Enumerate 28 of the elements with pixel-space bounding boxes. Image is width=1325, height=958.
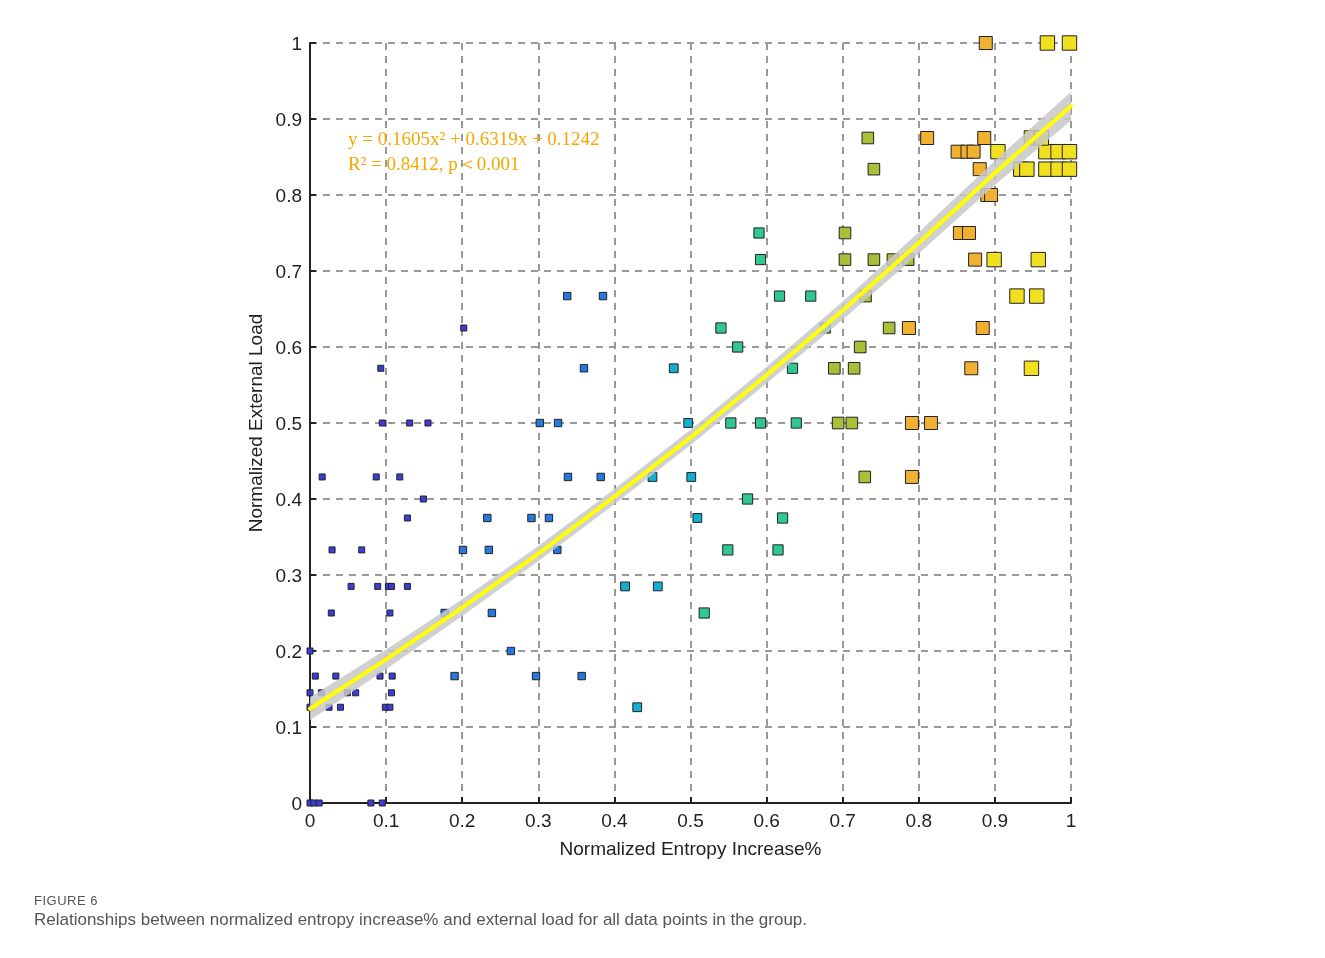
y-tick-label: 0.5 [275,412,302,434]
annotation: R² = 0.8412, p＜0.001 [348,153,520,174]
x-tick-label: 0.5 [677,810,704,831]
y-tick-label: 0.4 [275,488,303,510]
x-tick-label: 0.8 [905,810,933,831]
y-tick-label: 0 [291,792,302,814]
y-tick-label: 0.6 [275,336,302,358]
text: Relationships between normalized entropy increase% and external load for all data points in the group. [34,910,809,930]
y-tick-label: 0.2 [275,640,302,662]
x-tick-label: 0 [304,810,316,831]
y-axis-title: Normalized External Load [244,313,266,533]
y-tick-label: 0.7 [275,260,302,282]
y-tick-label: 1 [291,32,302,54]
x-tick-label: 0.9 [981,810,1009,831]
x-tick-label: 0.4 [601,810,629,831]
y-tick-label: 0.9 [275,108,302,130]
y-tick-label: 0.1 [275,716,302,738]
x-tick-label: 0.2 [448,810,476,831]
y-tick-label: 0.8 [275,184,302,206]
x-tick-label: 0.7 [829,810,856,831]
y-tick-label: 0.3 [275,564,302,586]
x-axis-title: Normalized Entropy Increase% [559,838,822,859]
annotation: y = 0.1605x² + 0.6319x + 0.1242 [348,128,600,149]
x-tick-label: 0.3 [525,810,552,831]
x-tick-label: 0.6 [753,810,780,831]
x-tick-label: 0.1 [372,810,400,831]
x-tick-label: 1 [1065,810,1077,831]
caption: FIGURE 6 [34,893,99,908]
